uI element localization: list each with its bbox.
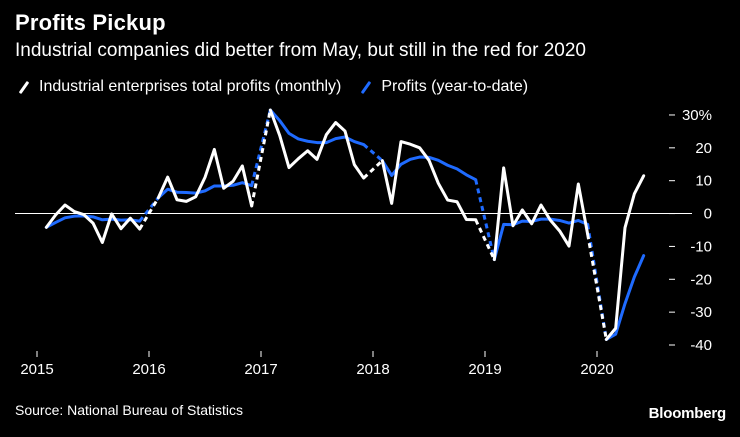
- y-tick-label: 10: [695, 173, 712, 190]
- chart-legend: Industrial enterprises total profits (mo…: [15, 78, 544, 96]
- chart-title: Profits Pickup: [15, 10, 166, 35]
- series-line-monthly: [268, 108, 366, 180]
- series-gap-monthly: [474, 219, 496, 261]
- x-tick-label: 2016: [132, 361, 165, 378]
- x-tick-label: 2017: [244, 361, 277, 378]
- legend-label-monthly: Industrial enterprises total profits (mo…: [39, 78, 342, 95]
- series-line-ytd: [604, 254, 646, 341]
- series-line-monthly: [604, 174, 646, 341]
- x-tick-label: 2019: [468, 361, 501, 378]
- series-gap-monthly: [250, 109, 272, 207]
- series-gap-ytd: [250, 109, 272, 186]
- legend-label-ytd: Profits (year-to-date): [381, 78, 529, 95]
- y-tick-label: -10: [690, 238, 712, 255]
- legend-item-monthly: Industrial enterprises total profits (mo…: [15, 78, 341, 96]
- series-gap-monthly: [362, 159, 384, 180]
- series-line-monthly: [156, 147, 254, 208]
- y-tick-label: -40: [690, 337, 712, 354]
- series-gap-ytd: [362, 143, 384, 162]
- series-line-ytd: [44, 214, 142, 229]
- series-line-monthly: [44, 203, 142, 244]
- y-tick-label: -30: [690, 304, 712, 321]
- bloomberg-logo: Bloomberg: [648, 405, 727, 422]
- series-gap-ytd: [138, 196, 160, 223]
- series-line-monthly: [492, 166, 590, 262]
- series-gap-monthly: [138, 197, 160, 230]
- series-line-ytd: [492, 217, 590, 262]
- series-gap-ytd: [474, 179, 496, 260]
- legend-item-ytd: Profits (year-to-date): [357, 78, 528, 96]
- x-tick-label: 2018: [356, 361, 389, 378]
- y-tick-label: 20: [695, 140, 712, 157]
- y-tick-label: 30%: [682, 107, 712, 124]
- y-tick-label: -20: [690, 271, 712, 288]
- x-tick-label: 2020: [580, 361, 613, 378]
- source-note: Source: National Bureau of Statistics: [15, 402, 244, 418]
- y-tick-label: 0: [704, 206, 712, 223]
- chart-subtitle: Industrial companies did better from May…: [15, 40, 586, 61]
- x-tick-label: 2015: [20, 361, 53, 378]
- series-line-monthly: [380, 140, 478, 222]
- series-line-ytd: [268, 108, 366, 147]
